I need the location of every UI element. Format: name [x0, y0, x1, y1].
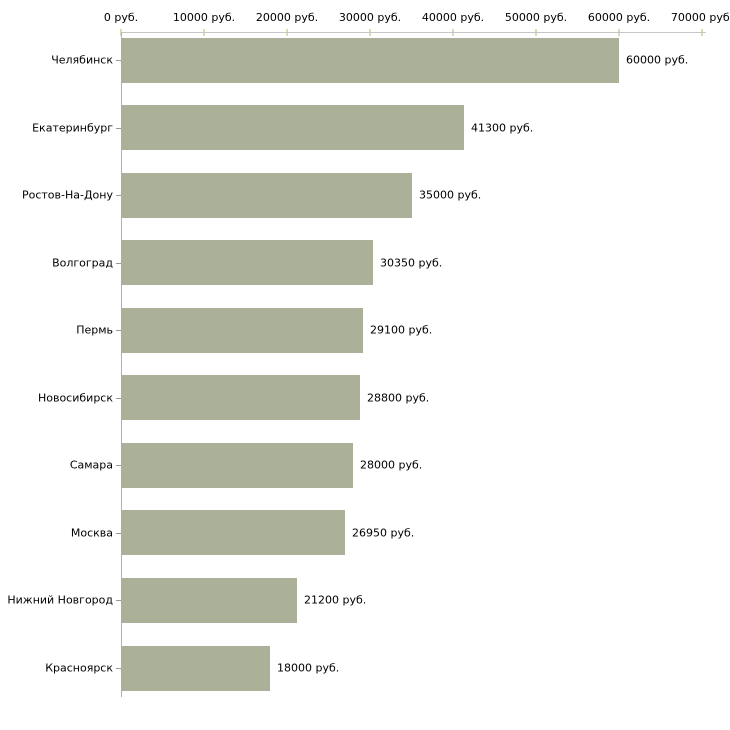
bar-row: Челябинск 60000 руб. [0, 37, 730, 83]
bar-row: Ростов-На-Дону 35000 руб. [0, 172, 730, 218]
category-label: Ростов-На-Дону [21, 188, 113, 202]
bar [121, 240, 373, 286]
category-label: Красноярск [45, 661, 113, 675]
category-tick [116, 60, 121, 61]
value-label: 28800 руб. [367, 391, 430, 405]
bar-row: Пермь 29100 руб. [0, 307, 730, 353]
category-label: Екатеринбург [32, 121, 113, 135]
bar-row: Екатеринбург 41300 руб. [0, 105, 730, 151]
value-label: 30350 руб. [380, 256, 443, 270]
category-tick [116, 195, 121, 197]
category-label: Челябинск [51, 53, 113, 67]
category-tick [116, 397, 121, 399]
category-tick [116, 262, 121, 264]
x-tick-label: 0 руб. [103, 11, 139, 24]
category-label: Москва [70, 526, 113, 540]
category-label: Самара [69, 458, 113, 472]
bar [121, 442, 353, 488]
bar [121, 105, 464, 151]
category-label: Нижний Новгород [7, 593, 113, 607]
x-tick-label: 10000 руб. [172, 11, 236, 24]
category-label: Волгоград [52, 256, 113, 270]
y-axis-line [121, 32, 122, 697]
value-label: 21200 руб. [304, 593, 367, 607]
x-tick-label: 40000 руб. [421, 11, 485, 24]
value-label: 41300 руб. [471, 121, 534, 135]
bar-row: Новосибирск 28800 руб. [0, 375, 730, 421]
x-tick-label: 30000 руб. [338, 11, 402, 24]
bar [121, 307, 363, 353]
category-label: Пермь [76, 323, 113, 337]
value-label: 28000 руб. [360, 458, 423, 472]
bar-row: Волгоград 30350 руб. [0, 240, 730, 286]
bar [121, 172, 412, 218]
bar [121, 37, 619, 83]
category-tick [116, 330, 121, 332]
bar-row: Нижний Новгород 21200 руб. [0, 577, 730, 623]
x-tick-label: 70000 руб. [670, 11, 730, 24]
category-tick [116, 532, 121, 534]
value-label: 60000 руб. [626, 53, 689, 67]
bar [121, 375, 360, 421]
category-label: Новосибирск [37, 391, 113, 405]
value-label: 18000 руб. [277, 661, 340, 675]
category-tick [116, 127, 121, 129]
bar-row: Самара 28000 руб. [0, 442, 730, 488]
category-tick [116, 668, 121, 670]
x-tick-label: 50000 руб. [504, 11, 568, 24]
category-tick [116, 600, 121, 602]
category-tick [116, 465, 121, 467]
bar-row: Красноярск 18000 руб. [0, 645, 730, 691]
x-axis-line [121, 32, 706, 33]
x-tick-label: 20000 руб. [255, 11, 319, 24]
value-label: 29100 руб. [370, 323, 433, 337]
value-label: 35000 руб. [419, 188, 482, 202]
x-tick-label: 60000 руб. [587, 11, 651, 24]
bar [121, 510, 345, 556]
value-label: 26950 руб. [352, 526, 415, 540]
bar-row: Москва 26950 руб. [0, 510, 730, 556]
bar [121, 577, 297, 623]
bar [121, 645, 270, 691]
